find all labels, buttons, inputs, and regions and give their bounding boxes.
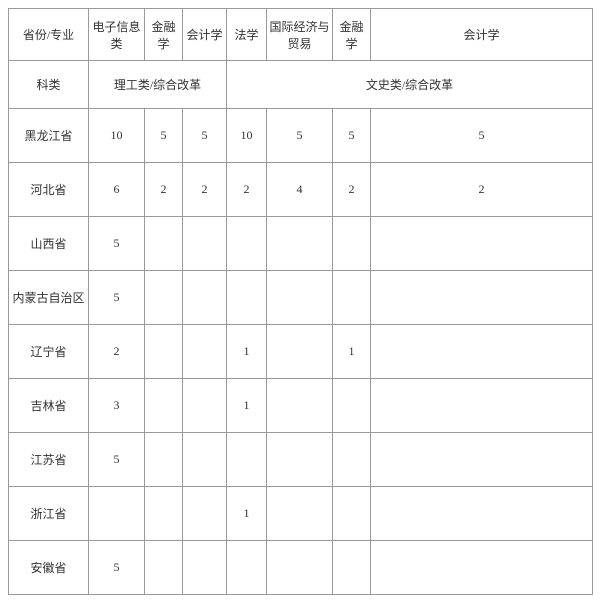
value-cell: 1 <box>227 325 267 379</box>
value-cell <box>267 379 333 433</box>
value-cell: 5 <box>89 541 145 595</box>
value-cell: 2 <box>371 163 593 217</box>
value-cell: 5 <box>183 109 227 163</box>
value-cell <box>183 487 227 541</box>
major-col-0: 电子信息类 <box>89 9 145 61</box>
corner-cell: 省份/专业 <box>9 9 89 61</box>
value-cell <box>267 217 333 271</box>
table-row: 山西省5 <box>9 217 593 271</box>
value-cell: 5 <box>145 109 183 163</box>
group-science: 理工类/综合改革 <box>89 61 227 109</box>
value-cell <box>145 379 183 433</box>
value-cell <box>371 325 593 379</box>
value-cell: 2 <box>227 163 267 217</box>
value-cell: 5 <box>333 109 371 163</box>
province-cell: 吉林省 <box>9 379 89 433</box>
value-cell <box>227 433 267 487</box>
table-row: 江苏省5 <box>9 433 593 487</box>
value-cell <box>371 433 593 487</box>
major-col-6: 会计学 <box>371 9 593 61</box>
value-cell <box>333 217 371 271</box>
value-cell <box>267 541 333 595</box>
value-cell: 2 <box>89 325 145 379</box>
major-col-5: 金融学 <box>333 9 371 61</box>
table-body: 黑龙江省105510555河北省6222422山西省5内蒙古自治区5辽宁省211… <box>9 109 593 595</box>
table-row: 内蒙古自治区5 <box>9 271 593 325</box>
value-cell <box>333 379 371 433</box>
value-cell: 1 <box>227 487 267 541</box>
value-cell <box>333 487 371 541</box>
province-cell: 江苏省 <box>9 433 89 487</box>
value-cell <box>371 487 593 541</box>
value-cell <box>333 541 371 595</box>
value-cell: 2 <box>333 163 371 217</box>
table-row: 河北省6222422 <box>9 163 593 217</box>
value-cell <box>89 487 145 541</box>
value-cell <box>267 487 333 541</box>
value-cell: 10 <box>227 109 267 163</box>
province-cell: 黑龙江省 <box>9 109 89 163</box>
category-row: 科类 理工类/综合改革 文史类/综合改革 <box>9 61 593 109</box>
province-cell: 安徽省 <box>9 541 89 595</box>
table-row: 浙江省 1 <box>9 487 593 541</box>
value-cell <box>371 271 593 325</box>
table-row: 黑龙江省105510555 <box>9 109 593 163</box>
table-row: 吉林省3 1 <box>9 379 593 433</box>
province-cell: 浙江省 <box>9 487 89 541</box>
value-cell <box>183 541 227 595</box>
value-cell: 5 <box>267 109 333 163</box>
value-cell: 6 <box>89 163 145 217</box>
value-cell <box>183 271 227 325</box>
province-cell: 辽宁省 <box>9 325 89 379</box>
enrollment-table: 省份/专业 电子信息类 金融学 会计学 法学 国际经济与贸易 金融学 会计学 科… <box>8 8 593 595</box>
value-cell: 5 <box>89 217 145 271</box>
value-cell <box>227 217 267 271</box>
table-row: 安徽省5 <box>9 541 593 595</box>
value-cell <box>227 271 267 325</box>
value-cell: 2 <box>183 163 227 217</box>
value-cell: 5 <box>371 109 593 163</box>
value-cell <box>333 433 371 487</box>
major-col-2: 会计学 <box>183 9 227 61</box>
value-cell: 10 <box>89 109 145 163</box>
value-cell: 2 <box>145 163 183 217</box>
value-cell <box>145 217 183 271</box>
value-cell: 4 <box>267 163 333 217</box>
province-cell: 内蒙古自治区 <box>9 271 89 325</box>
value-cell <box>183 433 227 487</box>
value-cell <box>183 325 227 379</box>
value-cell <box>145 271 183 325</box>
value-cell: 1 <box>333 325 371 379</box>
value-cell <box>145 433 183 487</box>
value-cell <box>371 379 593 433</box>
major-col-3: 法学 <box>227 9 267 61</box>
value-cell <box>145 325 183 379</box>
table-row: 辽宁省2 1 1 <box>9 325 593 379</box>
value-cell <box>371 217 593 271</box>
value-cell <box>145 541 183 595</box>
value-cell <box>145 487 183 541</box>
value-cell <box>267 271 333 325</box>
group-arts: 文史类/综合改革 <box>227 61 593 109</box>
value-cell: 5 <box>89 271 145 325</box>
major-col-1: 金融学 <box>145 9 183 61</box>
category-label: 科类 <box>9 61 89 109</box>
value-cell <box>267 433 333 487</box>
value-cell: 5 <box>89 433 145 487</box>
province-cell: 山西省 <box>9 217 89 271</box>
value-cell <box>267 325 333 379</box>
province-cell: 河北省 <box>9 163 89 217</box>
value-cell <box>227 541 267 595</box>
value-cell <box>371 541 593 595</box>
value-cell <box>333 271 371 325</box>
value-cell <box>183 217 227 271</box>
value-cell: 3 <box>89 379 145 433</box>
header-row: 省份/专业 电子信息类 金融学 会计学 法学 国际经济与贸易 金融学 会计学 <box>9 9 593 61</box>
value-cell <box>183 379 227 433</box>
value-cell: 1 <box>227 379 267 433</box>
major-col-4: 国际经济与贸易 <box>267 9 333 61</box>
